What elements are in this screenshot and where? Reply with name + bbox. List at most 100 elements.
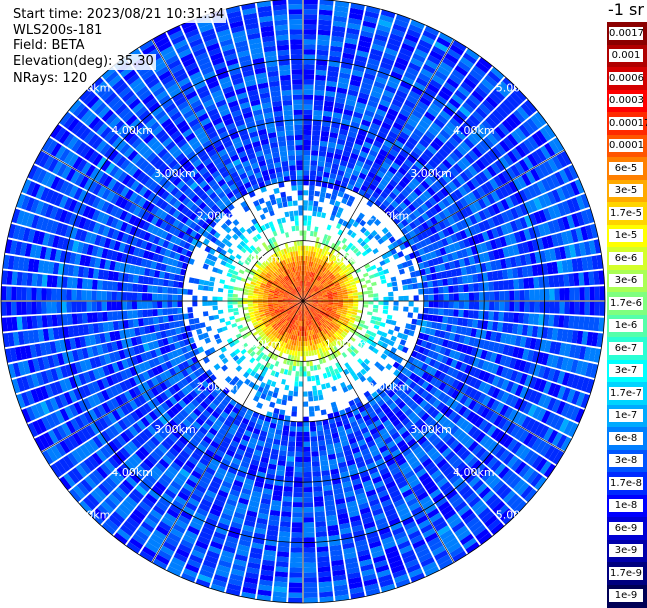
range-gate xyxy=(295,221,299,226)
range-gate xyxy=(298,195,303,200)
range-gate xyxy=(112,302,117,311)
range-gate xyxy=(87,290,92,300)
range-gate xyxy=(314,90,324,96)
range-gate xyxy=(292,512,302,517)
range-gate xyxy=(301,336,303,341)
range-gate xyxy=(67,277,73,288)
range-gate xyxy=(56,289,61,300)
range-gate xyxy=(291,180,297,185)
range-gate xyxy=(295,376,299,381)
range-gate xyxy=(353,301,358,304)
range-gate xyxy=(439,301,444,308)
range-gate xyxy=(279,65,290,71)
range-gate xyxy=(87,279,93,289)
range-gate xyxy=(289,14,302,19)
range-gate xyxy=(138,276,144,284)
range-gate xyxy=(314,491,323,497)
range-gate xyxy=(282,506,292,512)
range-gate xyxy=(319,450,327,456)
range-gate xyxy=(46,288,51,300)
range-gate xyxy=(32,273,38,286)
range-gate xyxy=(22,272,28,285)
range-gate xyxy=(284,486,293,492)
range-gate xyxy=(310,421,316,426)
range-gate xyxy=(286,466,294,472)
range-gate xyxy=(320,136,328,142)
range-gate xyxy=(292,406,297,411)
range-gate xyxy=(283,100,293,106)
range-gate xyxy=(313,471,321,477)
range-gate xyxy=(290,39,302,44)
range-gate xyxy=(112,282,118,291)
range-gate xyxy=(281,511,291,517)
range-gate xyxy=(152,286,158,293)
range-gate xyxy=(189,319,195,325)
range-gate xyxy=(290,170,296,176)
range-gate xyxy=(321,409,327,415)
range-gate xyxy=(233,294,238,298)
range-gate xyxy=(308,396,313,401)
range-gate xyxy=(287,145,294,151)
range-gate xyxy=(1,302,6,316)
range-gate xyxy=(304,497,313,502)
range-gate xyxy=(317,50,329,56)
range-gate xyxy=(299,381,303,386)
range-gate xyxy=(275,25,288,31)
range-gate xyxy=(162,287,168,294)
range-gate xyxy=(459,302,464,309)
range-gate xyxy=(162,294,167,301)
range-gate xyxy=(303,402,308,407)
range-gate xyxy=(122,292,127,300)
range-gate xyxy=(243,298,248,301)
range-gate xyxy=(102,302,107,311)
range-gate xyxy=(307,371,311,376)
range-gate xyxy=(408,312,414,318)
range-gate xyxy=(290,567,303,572)
range-gate xyxy=(280,526,291,532)
range-gate xyxy=(297,185,302,190)
range-gate xyxy=(463,310,469,318)
range-gate xyxy=(304,54,315,59)
range-gate xyxy=(308,391,313,396)
range-gate xyxy=(291,542,302,547)
range-gate xyxy=(157,309,163,316)
range-gate xyxy=(153,278,159,286)
range-gate xyxy=(301,256,303,261)
range-gate xyxy=(315,85,325,91)
range-gate xyxy=(172,308,178,314)
range-gate xyxy=(580,302,585,315)
range-gate xyxy=(303,251,305,256)
range-gate xyxy=(304,9,318,14)
range-gate xyxy=(313,486,322,492)
range-gate xyxy=(290,552,302,557)
range-gate xyxy=(107,291,112,300)
range-gate xyxy=(303,231,306,236)
range-gate xyxy=(107,281,113,290)
range-gate xyxy=(286,130,294,136)
range-gate xyxy=(294,115,303,120)
range-gate xyxy=(292,517,302,522)
range-gate xyxy=(202,296,207,301)
range-gate xyxy=(468,310,474,318)
range-gate xyxy=(304,537,315,542)
range-gate xyxy=(294,211,299,216)
range-gate xyxy=(117,302,122,311)
range-gate xyxy=(289,431,296,437)
range-gate xyxy=(554,302,559,314)
range-gate xyxy=(289,24,302,29)
range-gate xyxy=(301,251,303,256)
range-gate xyxy=(291,49,303,54)
range-gate xyxy=(11,302,16,316)
range-gate xyxy=(317,546,329,552)
range-gate xyxy=(228,293,233,297)
range-gate xyxy=(280,445,288,451)
range-gate xyxy=(320,192,326,198)
range-gate xyxy=(295,145,302,150)
range-gate xyxy=(97,291,102,301)
range-gate xyxy=(288,150,295,156)
range-gate xyxy=(56,302,61,313)
range-gate xyxy=(173,315,179,322)
range-gate xyxy=(296,432,302,437)
range-gate xyxy=(281,156,288,162)
range-gate xyxy=(308,216,312,221)
